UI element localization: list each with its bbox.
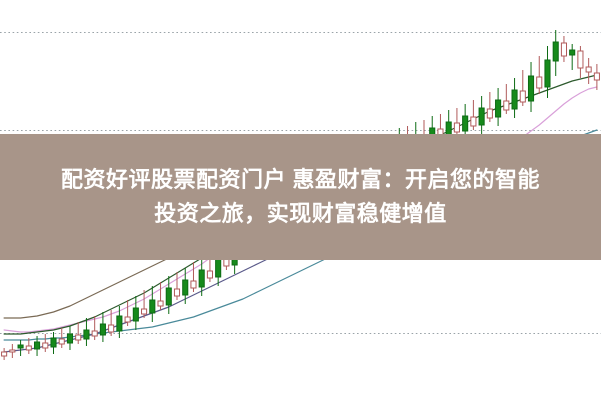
candle-body bbox=[173, 288, 181, 297]
candle-body bbox=[527, 75, 535, 102]
candle-body bbox=[198, 269, 205, 288]
candle-body bbox=[519, 90, 526, 103]
candle-body bbox=[552, 41, 559, 62]
candle-body bbox=[511, 89, 518, 110]
candle-body bbox=[165, 287, 172, 306]
candle-body bbox=[536, 76, 543, 89]
candle-body bbox=[470, 116, 477, 127]
candle-body bbox=[503, 100, 510, 111]
watermark-banner: 配资好评股票配资门户 惠盈财富：开启您的智能 投资之旅，实现财富稳健增值 bbox=[0, 134, 601, 260]
candle-body bbox=[215, 257, 222, 278]
candle-body bbox=[34, 341, 41, 350]
candle-body bbox=[478, 107, 485, 126]
candle-body bbox=[99, 323, 106, 336]
candle-body bbox=[66, 333, 74, 344]
candle-body bbox=[91, 330, 98, 337]
candle-body bbox=[50, 337, 57, 348]
candle-body bbox=[132, 307, 139, 322]
candle-body bbox=[577, 50, 584, 69]
banner-line-2: 投资之旅，实现财富稳健增值 bbox=[154, 201, 447, 226]
candle-body bbox=[42, 342, 49, 349]
candle-body bbox=[108, 324, 115, 333]
candle-body bbox=[157, 300, 164, 307]
candle-body bbox=[560, 42, 568, 57]
candle-body bbox=[75, 334, 82, 341]
candle-body bbox=[190, 280, 197, 289]
candle-body bbox=[569, 49, 576, 56]
candle-body bbox=[1, 351, 8, 357]
candle-body bbox=[9, 349, 16, 353]
candle-body bbox=[182, 279, 189, 296]
candle-body bbox=[495, 99, 502, 118]
candle-body bbox=[223, 258, 230, 267]
candle-body bbox=[462, 115, 469, 132]
candle-body bbox=[83, 329, 90, 340]
candle-body bbox=[141, 308, 148, 315]
candle-body bbox=[17, 344, 24, 349]
candle-body bbox=[453, 122, 460, 133]
candle-body bbox=[486, 108, 493, 119]
candle-body bbox=[585, 66, 592, 73]
candle-body bbox=[544, 59, 551, 88]
candle-body bbox=[593, 72, 600, 81]
candle-body bbox=[124, 316, 131, 323]
candle-body bbox=[58, 338, 65, 345]
candle-body bbox=[206, 270, 213, 279]
banner-line-1: 配资好评股票配资门户 惠盈财富：开启您的智能 bbox=[60, 166, 541, 192]
candle-body bbox=[25, 345, 32, 351]
candle-body bbox=[116, 315, 123, 332]
candle-body bbox=[149, 299, 156, 314]
